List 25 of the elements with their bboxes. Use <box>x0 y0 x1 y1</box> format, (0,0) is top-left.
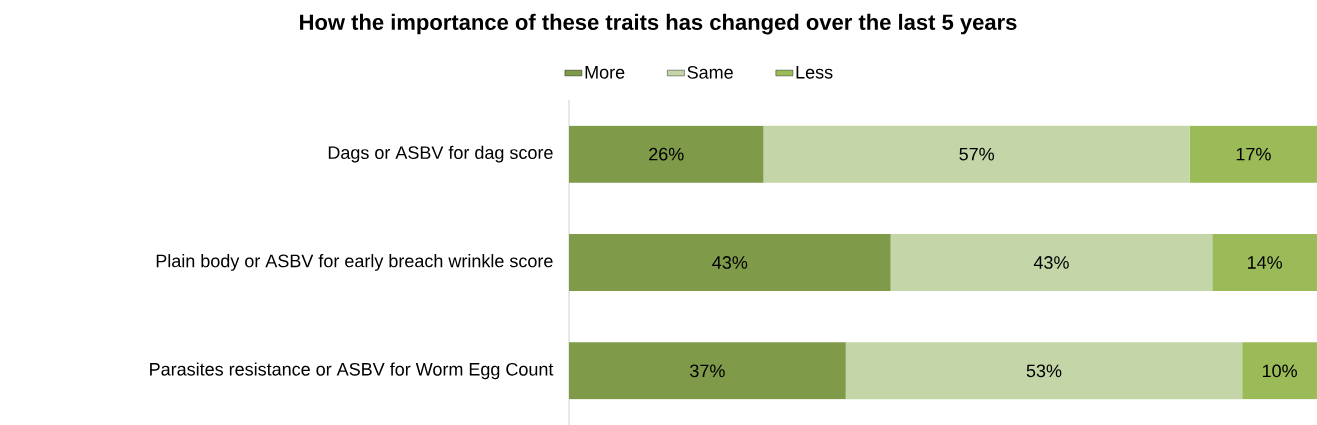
data-label: 37% <box>690 364 725 378</box>
legend-label: Less <box>796 66 833 79</box>
data-label: 10% <box>1262 364 1297 378</box>
y-tick-label: Plain body or ASBV for early breach wrinkle score <box>156 254 553 271</box>
data-label: 57% <box>959 147 995 161</box>
data-label: 53% <box>1026 364 1062 378</box>
bar <box>569 125 764 183</box>
bar <box>845 342 1243 400</box>
data-label: 14% <box>1247 256 1283 269</box>
bar <box>569 233 891 291</box>
bar <box>1242 342 1317 400</box>
data-label: 17% <box>1236 147 1271 161</box>
bar <box>1189 125 1317 183</box>
data-label: 26% <box>649 147 684 161</box>
data-label: 43% <box>712 256 748 269</box>
y-tick-label: Dags or ASBV for dag score <box>328 145 553 163</box>
legend-label: More <box>585 66 625 79</box>
legend-label: Same <box>687 65 733 79</box>
chart-title: How the importance of these traits has changed over the last 5 years <box>300 13 1017 35</box>
bar <box>890 233 1213 291</box>
y-tick-label: Parasites resistance or ASBV for Worm Egg Count <box>150 362 554 380</box>
bar <box>763 125 1190 183</box>
bar <box>1212 233 1317 291</box>
bar <box>569 342 846 400</box>
data-label: 43% <box>1033 256 1069 269</box>
